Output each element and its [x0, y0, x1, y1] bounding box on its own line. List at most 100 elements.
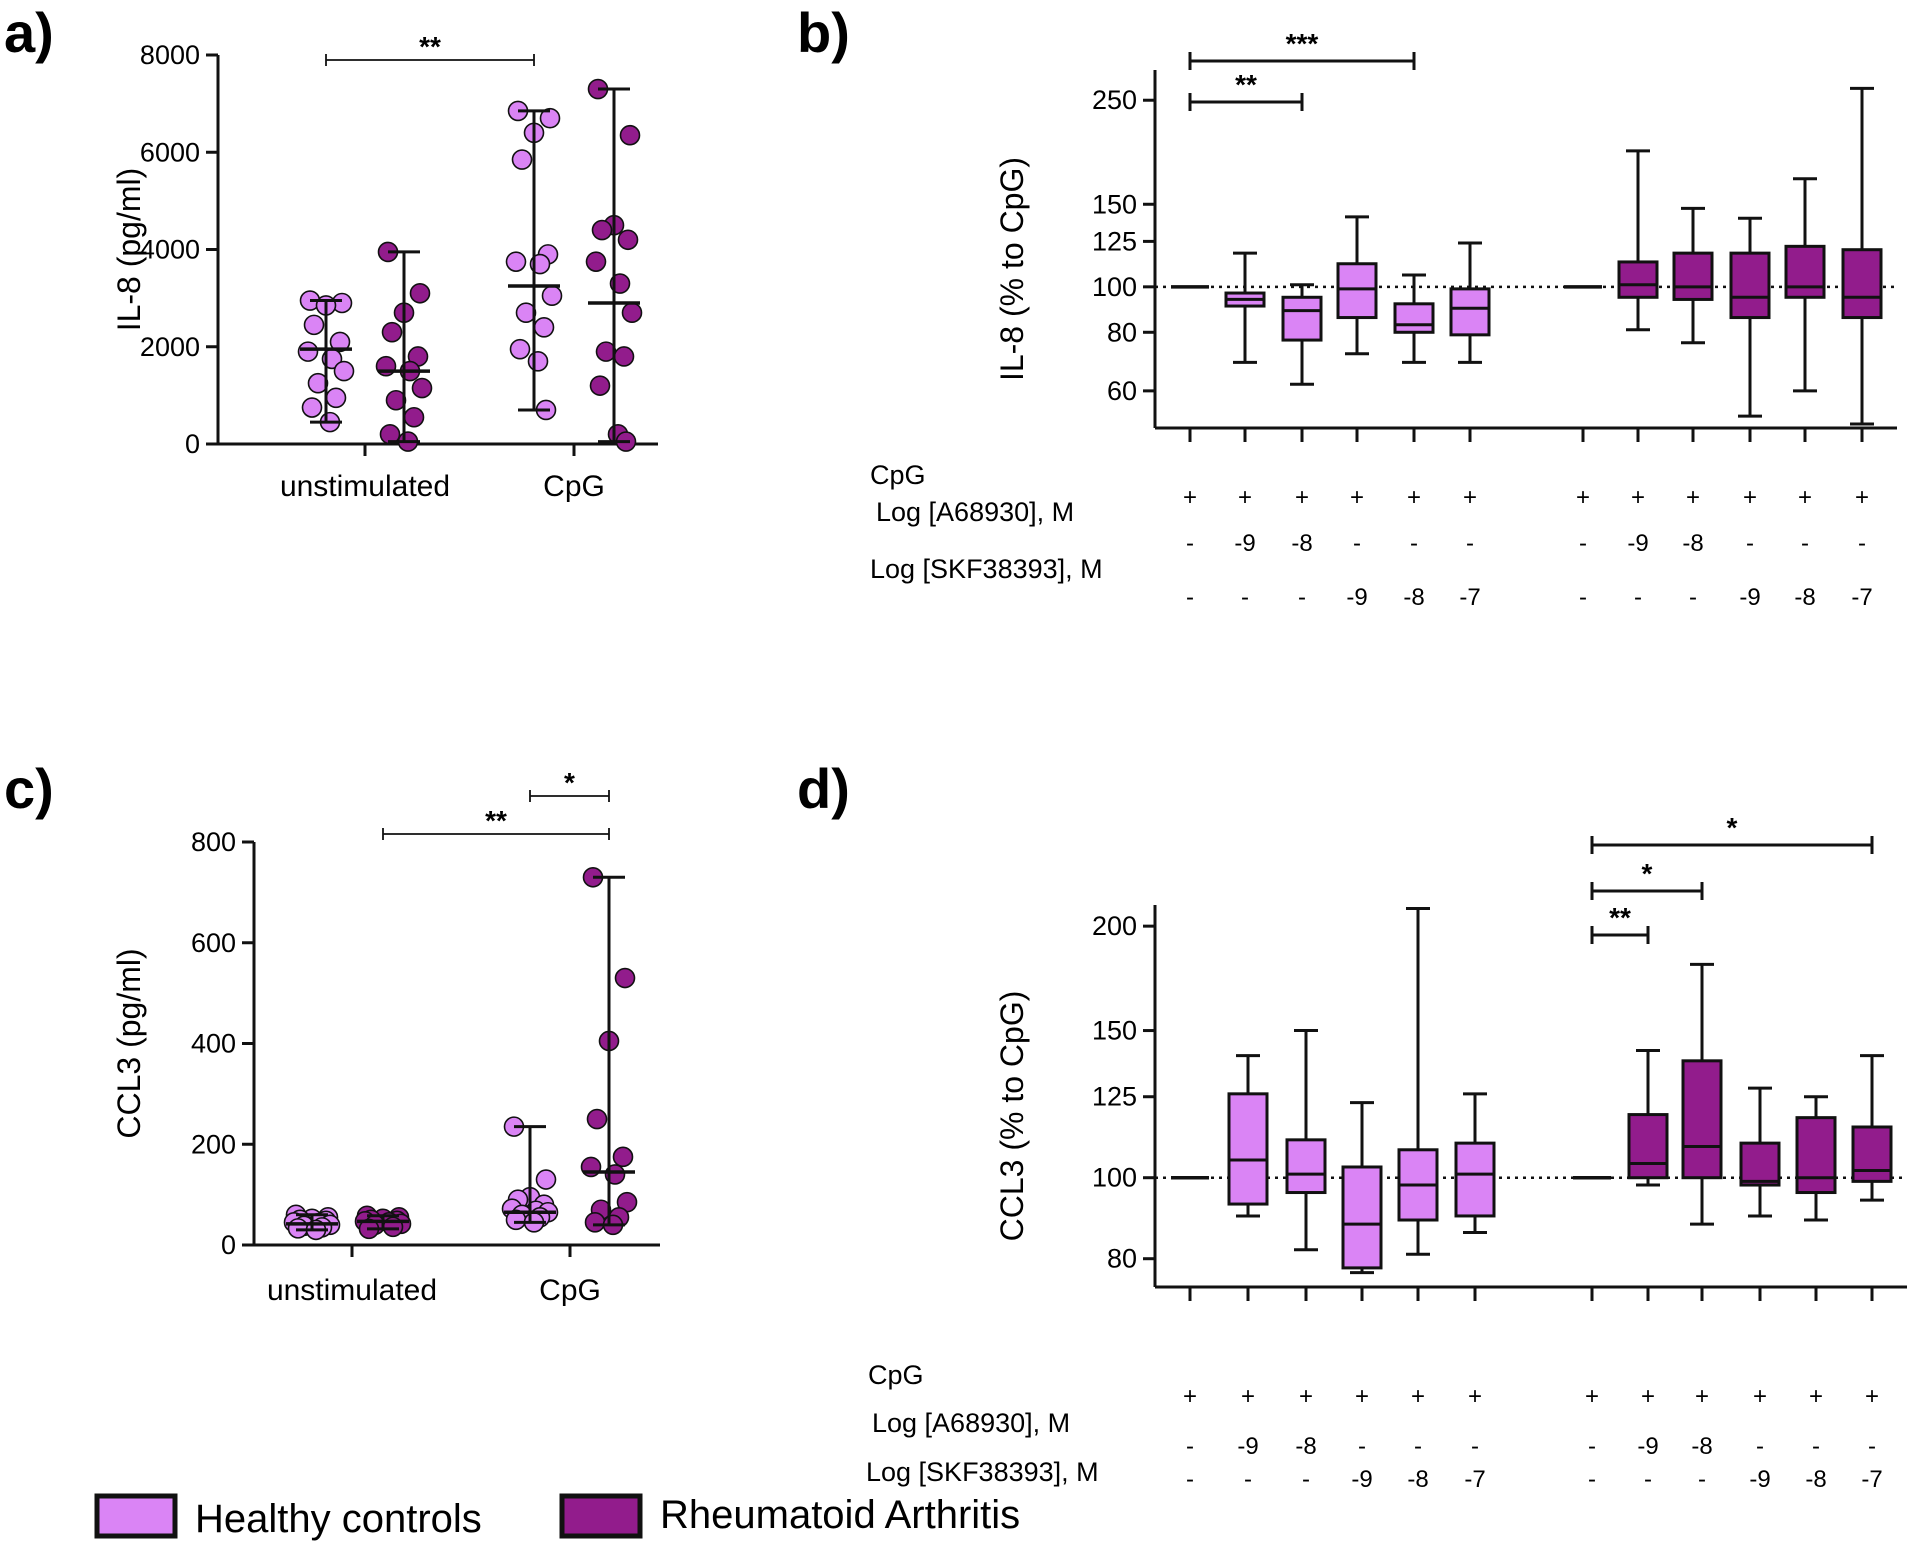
- data-point-ra: [613, 346, 635, 367]
- condition-value-cpg: +: [1855, 484, 1869, 511]
- y-axis-title: CCL3 (% to CpG): [994, 991, 1030, 1242]
- condition-value-skf38393: -: [1634, 584, 1642, 611]
- legend-label-healthy: Healthy controls: [195, 1497, 482, 1541]
- data-point-healthy: [539, 107, 561, 129]
- condition-label-skf38393: Log [SKF38393], M: [866, 1457, 1099, 1487]
- y-tick-label: 100: [1092, 272, 1137, 302]
- data-point-healthy: [509, 338, 531, 360]
- condition-value-cpg: +: [1753, 1383, 1767, 1410]
- condition-label-cpg: CpG: [870, 460, 926, 490]
- condition-value-cpg: +: [1295, 484, 1309, 511]
- panel-label: c): [4, 757, 54, 820]
- condition-label-a68930: Log [A68930], M: [872, 1408, 1070, 1438]
- box-healthy: [1449, 287, 1491, 337]
- box-healthy: [1281, 295, 1323, 342]
- condition-value-a68930: -: [1186, 1433, 1194, 1460]
- legend-swatch-ra: [559, 1493, 643, 1539]
- y-tick-label: 400: [191, 1029, 236, 1059]
- box-ra: [1851, 1125, 1893, 1183]
- condition-label-a68930: Log [A68930], M: [876, 497, 1074, 527]
- condition-value-cpg: +: [1241, 1383, 1255, 1410]
- box-ra: [1739, 1141, 1781, 1187]
- condition-value-skf38393: -: [1244, 1466, 1252, 1493]
- y-tick-label: 600: [191, 928, 236, 958]
- data-point-ra: [617, 229, 639, 251]
- y-tick-label: 0: [185, 429, 200, 459]
- y-tick-label: 200: [1092, 911, 1137, 941]
- condition-value-skf38393: -8: [1407, 1466, 1428, 1493]
- data-point-healthy: [535, 1169, 557, 1190]
- y-tick-label: 80: [1107, 1244, 1137, 1274]
- significance-label: *: [564, 767, 575, 798]
- condition-value-a68930: -: [1579, 530, 1587, 557]
- condition-value-cpg: +: [1411, 1383, 1425, 1410]
- condition-value-skf38393: -7: [1851, 584, 1872, 611]
- condition-value-cpg: +: [1865, 1383, 1879, 1410]
- box-ra: [1672, 251, 1714, 301]
- condition-value-a68930: -8: [1691, 1433, 1712, 1460]
- data-point-ra: [621, 302, 643, 324]
- box-ra: [1729, 251, 1771, 320]
- significance-label: *: [1727, 812, 1738, 843]
- box-healthy: [1227, 1092, 1269, 1206]
- condition-value-a68930: -: [1812, 1433, 1820, 1460]
- y-tick-label: 80: [1107, 317, 1137, 347]
- data-point-ra: [375, 355, 397, 377]
- condition-value-a68930: -: [1588, 1433, 1596, 1460]
- condition-value-skf38393: -: [1689, 584, 1697, 611]
- condition-value-a68930: -: [1186, 530, 1194, 557]
- significance-label: **: [1609, 902, 1631, 933]
- condition-value-a68930: -8: [1295, 1433, 1316, 1460]
- data-point-ra: [409, 282, 431, 304]
- data-point-ra: [403, 406, 425, 428]
- condition-value-skf38393: -: [1302, 1466, 1310, 1493]
- data-point-healthy: [541, 285, 563, 306]
- condition-value-skf38393: -7: [1459, 584, 1480, 611]
- condition-value-cpg: +: [1299, 1383, 1313, 1410]
- box-healthy: [1285, 1138, 1327, 1195]
- condition-value-cpg: +: [1798, 484, 1812, 511]
- condition-value-a68930: -: [1358, 1433, 1366, 1460]
- condition-value-a68930: -: [1471, 1433, 1479, 1460]
- data-point-ra: [585, 251, 607, 272]
- condition-value-skf38393: -: [1698, 1466, 1706, 1493]
- data-point-healthy: [303, 314, 325, 336]
- panel-label: a): [4, 1, 54, 64]
- y-tick-label: 200: [191, 1129, 236, 1159]
- condition-value-a68930: -9: [1627, 530, 1648, 557]
- data-point-healthy: [511, 149, 533, 170]
- y-tick-label: 8000: [140, 40, 200, 70]
- legend: Healthy controls Rheumatoid Arthritis: [94, 1493, 1020, 1541]
- data-point-healthy: [325, 387, 347, 409]
- box-healthy: [1341, 1165, 1383, 1270]
- data-point-healthy: [533, 316, 555, 338]
- panel-label: b): [797, 1, 850, 64]
- y-axis-title: CCL3 (pg/ml): [111, 948, 147, 1138]
- panel-b-il8-percent: b)IL-8 (% to CpG)6080100125150250*****Cp…: [797, 1, 1897, 611]
- condition-value-skf38393: -9: [1749, 1466, 1770, 1493]
- condition-value-cpg: +: [1695, 1383, 1709, 1410]
- significance-label: **: [485, 805, 507, 836]
- y-tick-label: 100: [1092, 1163, 1137, 1193]
- condition-label-skf38393: Log [SKF38393], M: [870, 554, 1103, 584]
- condition-value-a68930: -: [1414, 1433, 1422, 1460]
- condition-value-cpg: +: [1686, 484, 1700, 511]
- condition-value-a68930: -: [1868, 1433, 1876, 1460]
- y-tick-label: 0: [221, 1230, 236, 1260]
- y-tick-label: 125: [1092, 1082, 1137, 1112]
- condition-value-a68930: -9: [1637, 1433, 1658, 1460]
- condition-value-skf38393: -9: [1346, 584, 1367, 611]
- y-tick-label: 6000: [140, 137, 200, 167]
- condition-value-a68930: -: [1756, 1433, 1764, 1460]
- x-category-label: unstimulated: [280, 470, 450, 503]
- data-point-ra: [619, 124, 641, 146]
- y-axis-title: IL-8 (pg/ml): [111, 168, 147, 332]
- condition-value-cpg: +: [1468, 1383, 1482, 1410]
- condition-value-skf38393: -9: [1739, 584, 1760, 611]
- y-axis-title: IL-8 (% to CpG): [994, 157, 1030, 381]
- condition-value-cpg: +: [1463, 484, 1477, 511]
- box-ra: [1784, 244, 1826, 299]
- x-category-label: CpG: [539, 1274, 601, 1307]
- condition-value-a68930: -8: [1291, 530, 1312, 557]
- condition-value-cpg: +: [1183, 484, 1197, 511]
